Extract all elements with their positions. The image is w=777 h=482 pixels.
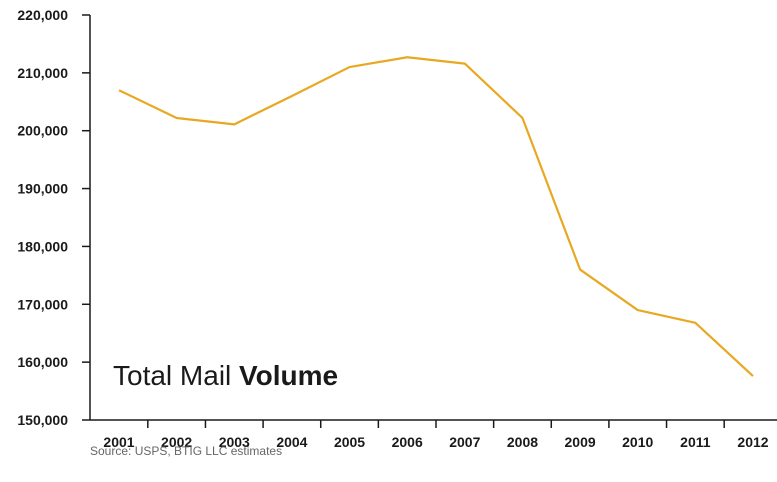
- y-tick-label: 190,000: [17, 181, 68, 197]
- y-axis-ticks: 150,000 160,000 170,000 180,000 190,000 200,0…: [17, 7, 90, 428]
- x-tick-label: 2001: [103, 434, 134, 450]
- y-tick-label: 200,000: [17, 123, 68, 139]
- chart-title-light: Total Mail: [113, 360, 240, 391]
- y-tick-label: 170,000: [17, 296, 68, 312]
- y-tick-label: 210,000: [17, 65, 68, 81]
- series-line: [118, 56, 754, 377]
- x-tick-label: 2004: [276, 434, 307, 450]
- series-group: [118, 56, 754, 377]
- y-tick-label: 180,000: [17, 238, 68, 254]
- y-tick-label: 150,000: [17, 412, 68, 428]
- y-tick-label: 220,000: [17, 7, 68, 23]
- x-tick-label: 2010: [622, 434, 653, 450]
- x-tick-label: 2011: [680, 434, 711, 450]
- x-tick-label: 2006: [392, 434, 423, 450]
- chart-title-bold: Volume: [239, 360, 339, 391]
- y-tick-label: 160,000: [17, 354, 68, 370]
- x-tick-label: 2008: [507, 434, 538, 450]
- x-tick-label: 2009: [565, 434, 596, 450]
- chart-title: Total Mail Volume: [113, 360, 338, 392]
- axes: [89, 15, 777, 421]
- x-tick-label: 2002: [161, 434, 192, 450]
- x-tick-label: 2007: [449, 434, 480, 450]
- x-tick-label: 2012: [737, 434, 768, 450]
- x-axis-ticks: 2001 2002 2003 2004 2005 2006 2007 2008 2009 2010…: [103, 420, 769, 450]
- x-tick-label: 2003: [219, 434, 250, 450]
- x-tick-label: 2005: [334, 434, 365, 450]
- source-note: Source: USPS, BTIG LLC estimates: [90, 444, 283, 458]
